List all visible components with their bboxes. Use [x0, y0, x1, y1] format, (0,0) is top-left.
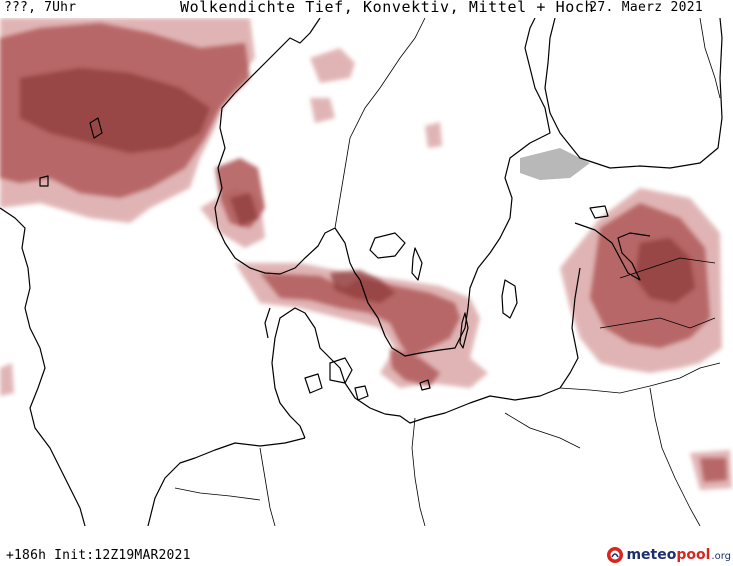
- brand-tld-text: .org: [711, 551, 731, 562]
- map-canvas: [0, 18, 732, 526]
- map-title: Wolkendichte Tief, Konvektiv, Mittel + H…: [180, 0, 595, 16]
- meteopool-logo-icon: [607, 547, 624, 563]
- chart-footer: +186h Init:12Z19MAR2021 meteo pool .org: [0, 526, 733, 566]
- init-run-label: +186h Init:12Z19MAR2021: [6, 548, 191, 563]
- cloud-speckle-gulf: [520, 148, 590, 180]
- cloud-layer-dark: [20, 68, 695, 303]
- cloud-layer-mid: [0, 23, 727, 482]
- coastlines: [0, 18, 723, 526]
- forecast-date: 27. Maerz 2021: [589, 0, 703, 15]
- cloud-density-map: [0, 18, 733, 526]
- brand-meteo-text: meteo: [626, 547, 677, 563]
- brand-pool-text: pool: [676, 547, 711, 563]
- meteopool-logo[interactable]: meteo pool .org: [606, 544, 731, 566]
- chart-header: ???, 7Uhr Wolkendichte Tief, Konvektiv, …: [0, 0, 733, 18]
- forecast-time-label: ???, 7Uhr: [4, 0, 77, 15]
- country-borders: [174, 18, 721, 526]
